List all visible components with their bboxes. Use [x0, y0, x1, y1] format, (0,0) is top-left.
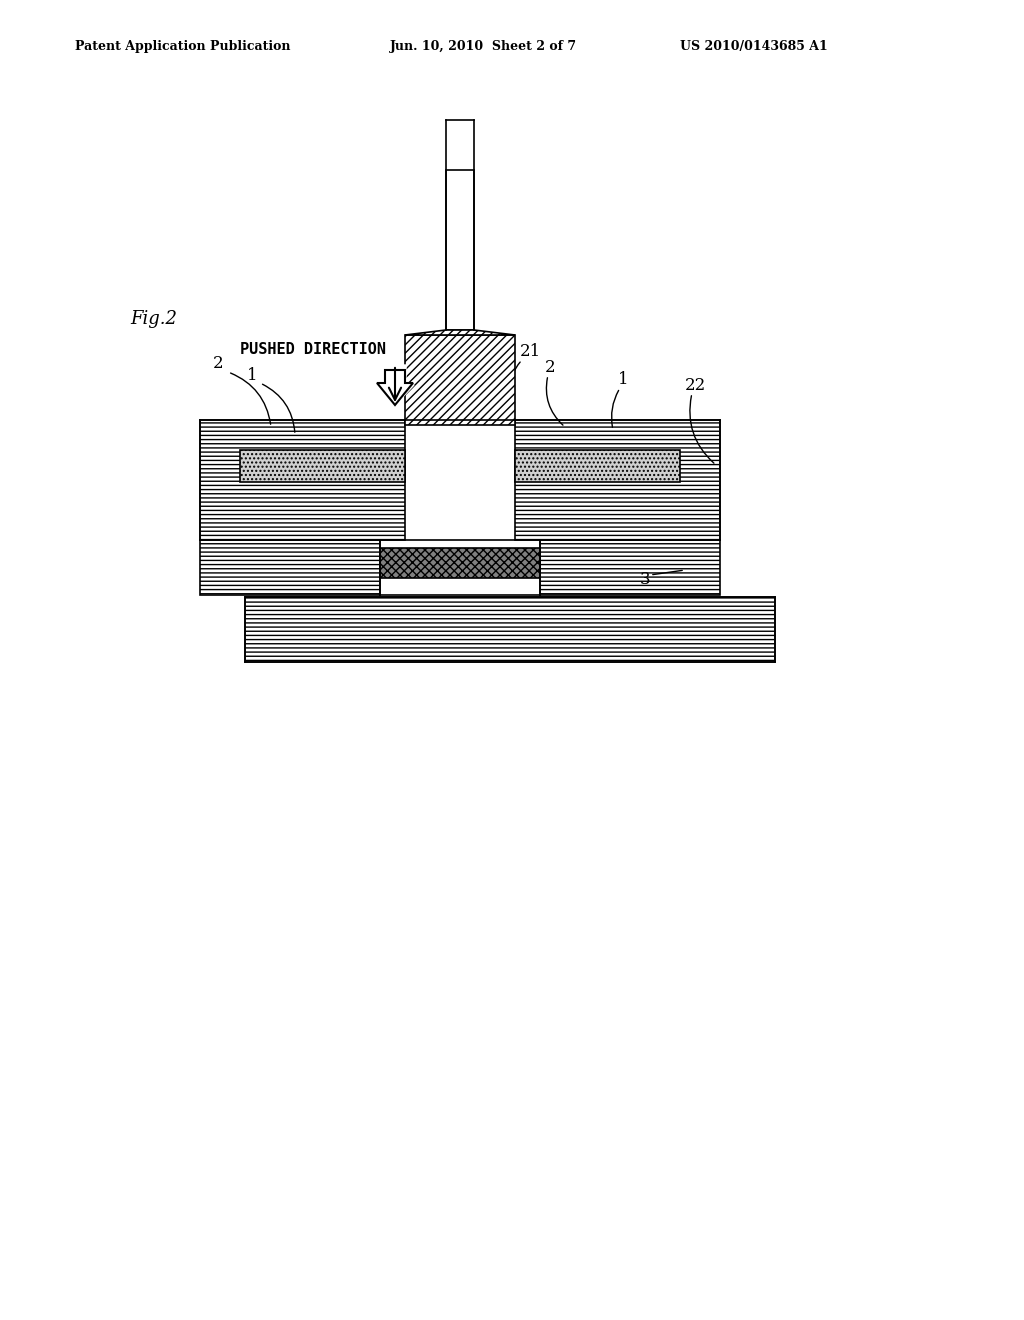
Bar — [540, 540, 720, 595]
Text: Jun. 10, 2010  Sheet 2 of 7: Jun. 10, 2010 Sheet 2 of 7 — [390, 40, 578, 53]
Text: 1: 1 — [618, 371, 629, 388]
Text: 2: 2 — [545, 359, 556, 375]
Text: 21: 21 — [520, 343, 542, 360]
Bar — [446, 170, 474, 330]
Text: 3: 3 — [640, 572, 650, 589]
Bar — [245, 597, 775, 663]
Polygon shape — [406, 330, 515, 335]
Text: US 2010/0143685 A1: US 2010/0143685 A1 — [680, 40, 827, 53]
Bar — [200, 420, 406, 540]
Bar — [515, 450, 680, 482]
Text: Patent Application Publication: Patent Application Publication — [75, 40, 291, 53]
FancyArrow shape — [376, 366, 414, 405]
Bar — [240, 450, 406, 482]
Text: Fig.2: Fig.2 — [130, 310, 177, 327]
Text: 22: 22 — [685, 376, 707, 393]
Bar — [380, 548, 540, 578]
Text: PUSHED DIRECTION: PUSHED DIRECTION — [240, 342, 386, 358]
Bar — [200, 540, 380, 595]
Bar — [515, 420, 720, 540]
Bar — [406, 335, 515, 425]
Text: 1: 1 — [247, 367, 257, 384]
Text: 2: 2 — [213, 355, 223, 371]
FancyArrow shape — [377, 370, 413, 405]
